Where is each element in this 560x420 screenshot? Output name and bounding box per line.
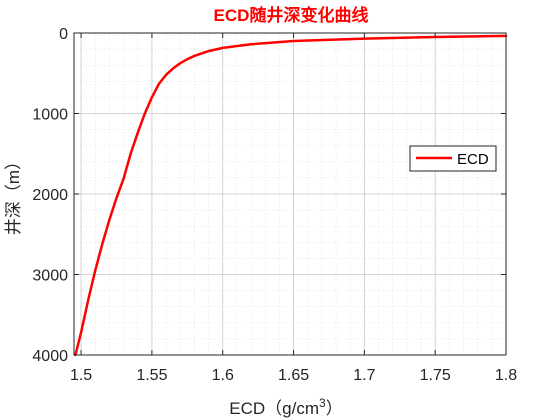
y-axis-tick-labels: 0 1000 2000 3000 4000 <box>32 26 68 365</box>
axis-ticks <box>74 32 507 356</box>
x-axis-title-prefix: ECD（g/cm <box>229 399 319 418</box>
y-tick-label: 0 <box>59 26 68 43</box>
y-tick-label: 1000 <box>32 107 68 124</box>
x-tick-label: 1.75 <box>420 367 451 384</box>
series-line-ecd <box>74 34 508 357</box>
x-tick-label: 1.6 <box>212 367 234 384</box>
legend: ECD <box>409 145 497 172</box>
y-tick-label: 2000 <box>32 187 68 204</box>
x-tick-label: 1.5 <box>70 367 92 384</box>
y-tick-label: 4000 <box>32 348 68 365</box>
x-axis-title-superscript: 3 <box>319 396 326 410</box>
x-tick-label: 1.65 <box>278 367 309 384</box>
x-tick-label: 1.8 <box>495 367 517 384</box>
x-tick-label: 1.7 <box>353 367 375 384</box>
x-axis-title: ECD（g/cm3） <box>229 396 342 418</box>
chart-title: ECD随井深变化曲线 <box>214 5 369 25</box>
y-tick-label: 3000 <box>32 268 68 285</box>
y-axis-title: 井深（m） <box>4 153 23 235</box>
series-layer <box>74 34 508 357</box>
x-axis-title-suffix: ） <box>326 399 343 418</box>
x-axis-tick-labels: 1.5 1.55 1.6 1.65 1.7 1.75 1.8 <box>70 367 517 384</box>
x-tick-label: 1.55 <box>136 367 167 384</box>
legend-label-ecd: ECD <box>457 151 489 168</box>
